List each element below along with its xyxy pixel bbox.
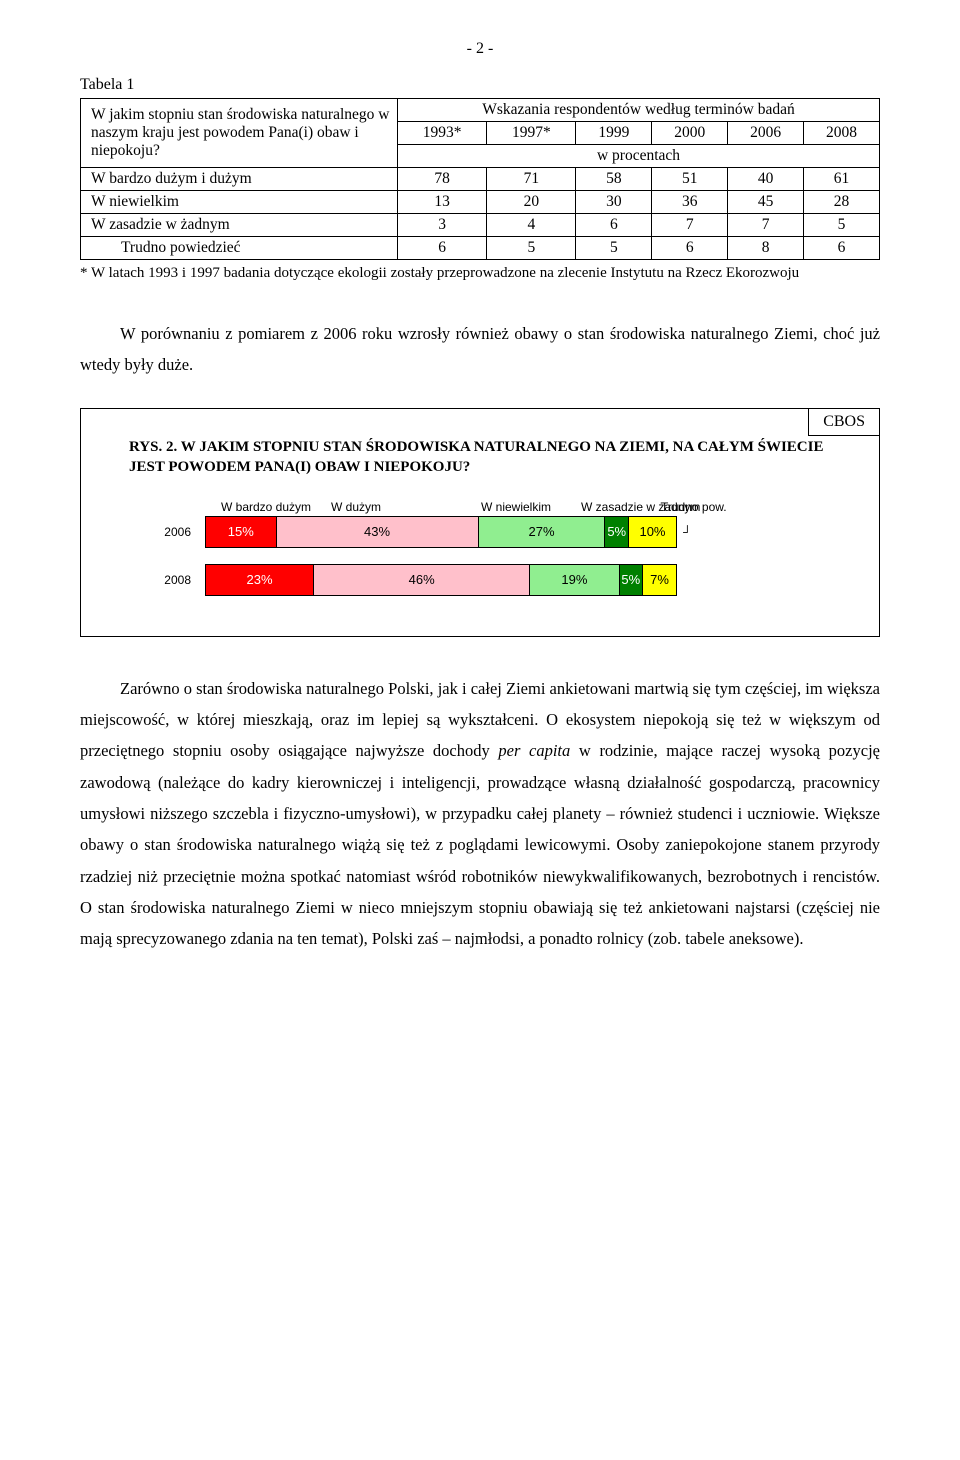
data-table: W jakim stopniu stan środowiska naturaln…: [80, 98, 880, 260]
cbos-badge: CBOS: [808, 408, 880, 436]
bar-row: 200615%43%27%5%10% ┘: [101, 516, 859, 548]
table-question: W jakim stopniu stan środowiska naturaln…: [81, 99, 398, 168]
cell: 5: [804, 214, 880, 237]
cell: 61: [804, 168, 880, 191]
bar-year: 2006: [101, 525, 205, 539]
chart-title-text: W JAKIM STOPNIU STAN ŚRODOWISKA NATURALN…: [129, 439, 823, 475]
cell: 7: [728, 214, 804, 237]
cell: 8: [728, 237, 804, 260]
legend-item: W bardzo dużym: [221, 500, 331, 514]
bar-year: 2008: [101, 573, 205, 587]
cell: 5: [576, 237, 652, 260]
cell: 20: [487, 191, 576, 214]
bar-segment: 23%: [206, 565, 314, 595]
chart-title-prefix: RYS. 2.: [129, 439, 181, 455]
year-cell: 1997*: [487, 122, 576, 145]
bar-segment: 10%: [629, 517, 676, 547]
stacked-bar: 15%43%27%5%10%: [205, 516, 677, 548]
cell: 6: [804, 237, 880, 260]
cell: 58: [576, 168, 652, 191]
bar-segment: 7%: [643, 565, 676, 595]
para2-italic: per capita: [498, 741, 570, 760]
table-footnote: * W latach 1993 i 1997 badania dotyczące…: [80, 264, 880, 284]
chart-title: RYS. 2. W JAKIM STOPNIU STAN ŚRODOWISKA …: [129, 437, 859, 478]
cell: 7: [652, 214, 728, 237]
bar-row: 200823%46%19%5%7%: [101, 564, 859, 596]
row-label: W bardzo dużym i dużym: [81, 168, 398, 191]
bar-segment: 5%: [605, 517, 629, 547]
paragraph-2: Zarówno o stan środowiska naturalnego Po…: [80, 673, 880, 955]
legend-item: W zasadzie w żadnym: [581, 501, 661, 514]
year-cell: 2008: [804, 122, 880, 145]
cell: 6: [398, 237, 487, 260]
page-number: - 2 -: [80, 40, 880, 58]
cell: 28: [804, 191, 880, 214]
cell: 45: [728, 191, 804, 214]
bar-segment: 5%: [620, 565, 644, 595]
paragraph-1: W porównaniu z pomiarem z 2006 roku wzro…: [80, 318, 880, 381]
year-cell: 1999: [576, 122, 652, 145]
cell: 78: [398, 168, 487, 191]
cell: 36: [652, 191, 728, 214]
table-row: W zasadzie w żadnym346775: [81, 214, 880, 237]
year-cell: 1993*: [398, 122, 487, 145]
cell: 13: [398, 191, 487, 214]
chart-box: CBOS RYS. 2. W JAKIM STOPNIU STAN ŚRODOW…: [80, 408, 880, 637]
cell: 51: [652, 168, 728, 191]
bar-segment: 43%: [277, 517, 479, 547]
bar-segment: 46%: [314, 565, 530, 595]
stacked-bar: 23%46%19%5%7%: [205, 564, 677, 596]
cell: 40: [728, 168, 804, 191]
table-label: Tabela 1: [80, 76, 880, 94]
legend-item: W dużym: [331, 500, 481, 514]
cell: 3: [398, 214, 487, 237]
bar-segment: 27%: [479, 517, 606, 547]
cell: 4: [487, 214, 576, 237]
cell: 5: [487, 237, 576, 260]
row-label: W zasadzie w żadnym: [81, 214, 398, 237]
para2-b: w rodzinie, mające raczej wysoką pozycję…: [80, 741, 880, 948]
legend-item: W niewielkim: [481, 500, 581, 514]
cell: 6: [576, 214, 652, 237]
year-cell: 2000: [652, 122, 728, 145]
row-label: Trudno powiedzieć: [81, 237, 398, 260]
table-row: W niewielkim132030364528: [81, 191, 880, 214]
legend-item: Trudno pow.: [661, 500, 741, 514]
cell: 71: [487, 168, 576, 191]
table-row: Trudno powiedzieć655686: [81, 237, 880, 260]
table-header-top: Wskazania respondentów według terminów b…: [398, 99, 880, 122]
bar-segment: 15%: [206, 517, 277, 547]
bracket-icon: ┘: [683, 525, 692, 539]
row-label: W niewielkim: [81, 191, 398, 214]
cell: 30: [576, 191, 652, 214]
year-cell: 2006: [728, 122, 804, 145]
table-subheader: w procentach: [398, 145, 880, 168]
cell: 6: [652, 237, 728, 260]
chart-legend: W bardzo dużym W dużym W niewielkim W za…: [221, 500, 859, 514]
table-row: W bardzo dużym i dużym787158514061: [81, 168, 880, 191]
bar-segment: 19%: [530, 565, 619, 595]
